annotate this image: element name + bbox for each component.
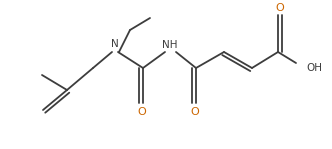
Text: OH: OH [306, 63, 322, 73]
Text: O: O [137, 107, 146, 117]
Text: O: O [276, 3, 285, 13]
Text: NH: NH [162, 40, 178, 50]
Text: N: N [111, 39, 119, 49]
Text: O: O [190, 107, 199, 117]
